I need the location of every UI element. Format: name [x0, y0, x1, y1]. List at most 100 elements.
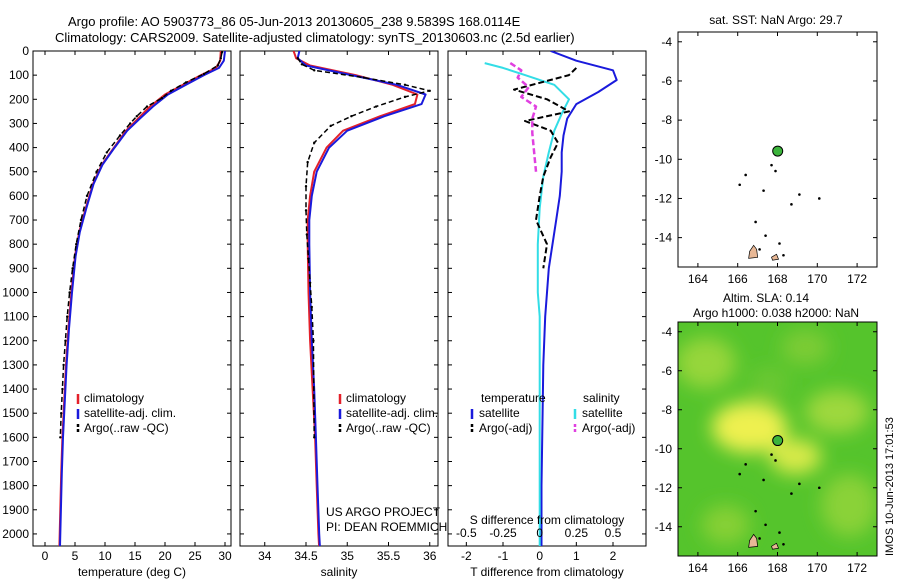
island-dot: [817, 486, 821, 490]
island-landmass: [748, 244, 759, 259]
series-line-2: [513, 67, 578, 269]
x-tick-label: 5: [72, 549, 79, 563]
y-tick-label: 200: [9, 92, 29, 106]
top-x-tick-label: -0.25: [489, 526, 517, 540]
series-point-2: [79, 218, 83, 222]
series-point-2: [105, 151, 109, 154]
heatmap-blob: [678, 337, 736, 389]
y-tick-label: 1000: [2, 285, 29, 299]
x-tick-label: 20: [158, 549, 172, 563]
series-point-2: [62, 363, 65, 367]
y-tick-label: 1700: [2, 454, 29, 468]
series-point-2: [307, 257, 310, 260]
series-point-2: [135, 114, 138, 118]
y-tick-label: -10: [655, 442, 673, 456]
legend-entry: satellite-adj. clim.: [84, 406, 176, 420]
y-tick-label: -14: [655, 520, 673, 534]
series-group: [58, 51, 226, 546]
x-tick-label: 34.5: [294, 549, 318, 563]
island-dot: [762, 478, 765, 482]
x-tick-label: 30: [218, 549, 232, 563]
x-tick-label: 2: [610, 549, 617, 563]
series-point-2: [428, 89, 431, 93]
y-tick-label: -6: [661, 74, 672, 88]
plot-frame: [32, 50, 232, 547]
island-dot: [778, 242, 781, 245]
top-x-axis-label: S difference from climatology: [470, 513, 625, 527]
series-point-2: [219, 57, 222, 60]
series-point-2: [403, 95, 407, 99]
x-tick-label: -2: [461, 549, 472, 563]
series-point-2: [310, 305, 313, 309]
x-tick-label: 170: [807, 272, 827, 286]
y-tick-label: 1800: [2, 479, 29, 493]
argo-location-marker: [772, 435, 784, 447]
series-point-2: [95, 170, 98, 173]
island-dot: [754, 220, 757, 224]
x-tick-label: 170: [807, 561, 827, 575]
legend-entry: satellite-adj. clim.: [346, 406, 438, 420]
plot-frame: [447, 50, 647, 547]
legend-entry: climatology: [84, 391, 144, 405]
y-tick-label: -4: [661, 35, 672, 49]
x-tick-label: 0: [536, 549, 543, 563]
island-dot: [778, 531, 781, 534]
temperature-panel: 0 5 10 15 20 25 30 temperature (deg C) 0 100 200 30…: [2, 44, 232, 579]
series-point-2: [312, 339, 315, 342]
series-point-2: [305, 233, 309, 236]
series-point-2: [71, 267, 74, 270]
y-tick-label: -6: [661, 364, 672, 378]
top-x-tick-label: -0.5: [456, 526, 477, 540]
x-tick-label: 35: [341, 549, 355, 563]
series-point-2: [64, 339, 67, 342]
y-tick-label: -10: [655, 152, 673, 166]
side-timestamp: IMOS 10-Jun-2013 17:01:53: [884, 417, 896, 556]
top-x-tick-label: 0: [536, 526, 543, 540]
y-tick-label: 1200: [2, 334, 29, 348]
x-axis-label: salinity: [321, 565, 358, 579]
series-line-1: [484, 62, 570, 546]
series-point-2: [129, 122, 132, 125]
series-line-0: [292, 51, 419, 546]
y-tick-label: 700: [9, 213, 29, 227]
x-tick-label: 164: [688, 561, 708, 575]
y-tick-label: 1100: [3, 310, 29, 324]
series-point-2: [403, 83, 407, 87]
series-point-2: [313, 69, 316, 72]
island-landmass: [771, 542, 780, 550]
y-tick-label: 600: [9, 189, 29, 203]
heatmap-blob: [701, 505, 750, 545]
x-tick-label: 34: [258, 549, 272, 563]
island-dot: [782, 543, 785, 546]
y-tick-label: 400: [9, 141, 29, 155]
island-dot: [770, 163, 773, 167]
y-tick-label: 800: [9, 237, 29, 251]
legend-title-salinity: salinity: [583, 391, 620, 405]
x-axis-label: temperature (deg C): [78, 565, 186, 579]
series-point-2: [169, 89, 173, 93]
island-dot: [770, 453, 773, 456]
x-tick-label: 25: [188, 549, 202, 563]
top-x-tick-label: 0.5: [605, 526, 622, 540]
legend-title-temperature: temperature: [481, 391, 546, 405]
y-tick-label: 100: [9, 68, 29, 82]
series-point-2: [304, 209, 308, 212]
island-dot: [764, 234, 767, 237]
series-point-2: [59, 436, 62, 439]
series-point-2: [296, 57, 299, 60]
plot-frame: [239, 50, 439, 547]
legend-entry: satellite: [582, 406, 623, 420]
sst-map-panel: sat. SST: NaN Argo: 29.7 164 166 168 170 172 -…: [655, 13, 878, 286]
series-point-2: [61, 387, 64, 391]
island-dot: [817, 197, 821, 200]
x-tick-label: 0: [42, 549, 49, 563]
series-point-2: [374, 105, 378, 108]
legend-entry: Argo(-adj): [479, 421, 532, 435]
series-point-2: [313, 141, 316, 144]
island-dot: [744, 173, 747, 177]
heatmap-blob: [821, 474, 877, 537]
series-group: [484, 51, 618, 546]
series-point-2: [75, 242, 78, 246]
x-tick-label: 164: [688, 272, 708, 286]
